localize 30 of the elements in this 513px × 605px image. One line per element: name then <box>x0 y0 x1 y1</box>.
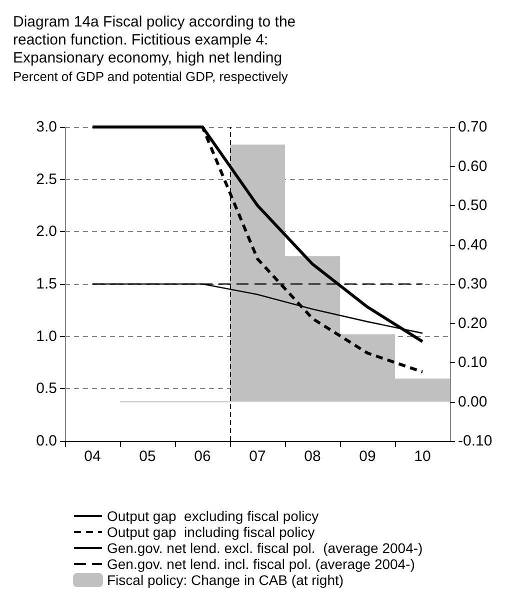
x-tick-label: 08 <box>304 448 321 465</box>
chart-subtitle: Percent of GDP and potential GDP, respectively <box>13 69 288 84</box>
x-tick-label: 06 <box>194 448 211 465</box>
x-tick-label: 07 <box>249 448 266 465</box>
chart-title: Diagram 14a Fiscal policy according to the reaction function. Fictitious example 4: Expansionary economy, high net lending <box>13 14 300 66</box>
legend-label: Gen.gov. net lend. incl. fiscal pol. (average 2004-) <box>107 556 415 572</box>
y-tick-label: 2.5 <box>36 170 57 188</box>
y2-tick-label: 0.70 <box>458 118 488 136</box>
y-tick-label: 1.5 <box>36 276 57 292</box>
y-tick-label: 2.0 <box>36 223 57 240</box>
x-tick-label: 10 <box>414 448 431 465</box>
y-tick-label: 1.0 <box>36 328 57 345</box>
x-tick-label: 05 <box>139 448 156 465</box>
y2-tick-label: 0.20 <box>458 314 488 332</box>
y2-tick-label: 0.30 <box>458 276 488 292</box>
legend-label: Gen.gov. net lend. excl. fiscal pol. (average 2004-) <box>107 540 423 556</box>
legend-label: Output gap excluding fiscal policy <box>107 508 319 524</box>
y2-tick-label: 0.00 <box>458 393 488 410</box>
y2-tick-label: 0.40 <box>458 236 488 254</box>
y-tick-label: 0.0 <box>36 432 57 450</box>
x-tick-label: 09 <box>359 448 376 465</box>
y-tick-label: 3.0 <box>36 118 57 136</box>
y2-tick-label: -0.10 <box>458 432 492 450</box>
y2-tick-label: 0.60 <box>458 158 488 175</box>
y-tick-label: 0.5 <box>36 380 57 398</box>
x-tick-label: 04 <box>84 448 101 465</box>
y2-tick-label: 0.50 <box>458 197 488 214</box>
legend-label: Fiscal policy: Change in CAB (at right) <box>107 572 344 588</box>
legend-label: Output gap including fiscal policy <box>107 524 315 540</box>
y2-tick-label: 0.10 <box>458 354 488 371</box>
